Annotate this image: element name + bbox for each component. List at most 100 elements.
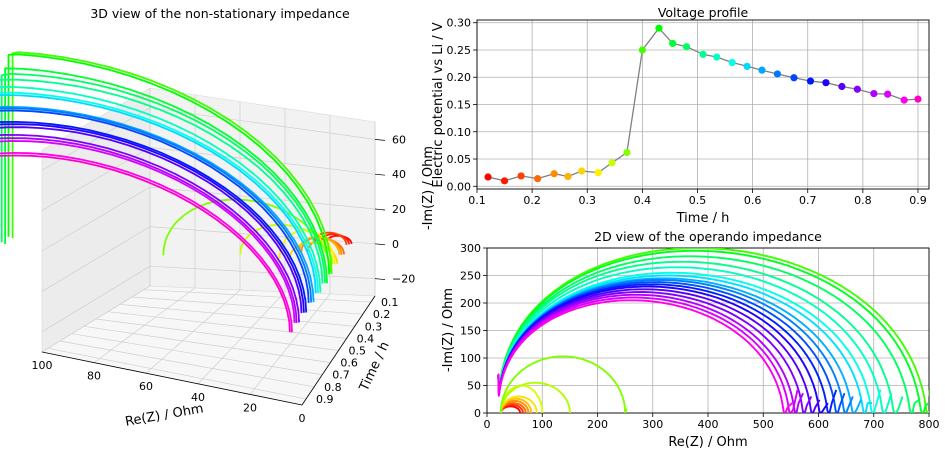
- voltage-point: [713, 53, 721, 61]
- impedance-tick-label-x: 300: [642, 418, 663, 431]
- voltage-point: [884, 90, 892, 98]
- voltage-point: [517, 172, 525, 180]
- voltage-point: [870, 89, 878, 98]
- axes-3d: [41, 295, 376, 406]
- axis-3d-z-tick: [374, 139, 386, 141]
- curve-3d: [11, 51, 333, 274]
- impedance-grid: [486, 247, 930, 414]
- axis-3d-x-label: Re(Z) / Ohm: [124, 401, 205, 430]
- panel-voltage-profile: Voltage profile 0.1 0.2 0.3 0.4 0.5 0.6 0.7 0.8…: [431, 5, 930, 226]
- impedance-tick-label-y: 50: [467, 380, 481, 393]
- curve-3d: [0, 137, 298, 323]
- voltage-y-label: Electric potential vs Li / V: [431, 22, 446, 187]
- axis-3d-x-tick-label: 100: [32, 359, 53, 372]
- voltage-tick-label-x: 0.5: [689, 194, 707, 207]
- impedance-tick-label-x: 500: [753, 418, 774, 431]
- impedance-tick-label-x: 700: [863, 418, 884, 431]
- voltage-point: [838, 82, 846, 91]
- grid-3d-line: [41, 186, 151, 252]
- impedance-tick-label-y: 0: [474, 407, 481, 420]
- voltage-tick-label-x: 0.9: [909, 194, 927, 207]
- impedance-tick-label-x: 600: [808, 418, 829, 431]
- curve-3d: [0, 91, 319, 293]
- curve-3d: [0, 94, 317, 294]
- curve-3d: [0, 134, 300, 323]
- grid-3d-line: [41, 226, 151, 292]
- voltage-point: [728, 58, 736, 67]
- voltage-tick-label-x: 0.4: [634, 194, 652, 207]
- voltage-point: [484, 173, 492, 181]
- voltage-series: [484, 24, 922, 185]
- voltage-point: [773, 70, 782, 78]
- voltage-tick-label-x: 0.6: [744, 194, 762, 207]
- voltage-tick-label-y: 0.15: [447, 99, 472, 112]
- voltage-tick-label-y: 0.10: [447, 126, 472, 139]
- impedance-tick-label-x: 100: [532, 418, 553, 431]
- impedance-arc: [499, 381, 571, 413]
- impedance-tick-label-y: 300: [460, 242, 481, 255]
- panel-3d-title: 3D view of the non-stationary impedance: [90, 6, 350, 21]
- voltage-tick-label-y: 0.00: [447, 180, 472, 193]
- impedance-ticks: 0 100 200 300 400 500 600 700 800 0 50 100 150 200 250…: [460, 242, 940, 431]
- curves-3d: [0, 51, 353, 333]
- curve-3d: [0, 86, 322, 293]
- voltage-ticks: 0.1 0.2 0.3 0.4 0.5 0.6 0.7 0.8 0.9 0.00 0.05 0.10 0…: [447, 17, 927, 207]
- axis-3d-x-tick-label: 0: [299, 412, 306, 425]
- impedance-arc: [497, 255, 920, 413]
- grid-3d-line: [107, 311, 347, 339]
- impedance-x-label: Re(Z) / Ohm: [668, 435, 747, 450]
- voltage-point: [594, 169, 602, 177]
- grid-3d-line: [47, 347, 307, 400]
- voltage-point: [578, 167, 586, 175]
- voltage-point: [900, 96, 908, 104]
- impedance-tick-label-y: 100: [460, 352, 481, 365]
- voltage-point: [914, 95, 922, 103]
- voltage-point: [669, 39, 677, 48]
- curve-3d: [0, 78, 324, 284]
- axis-3d-z-tick: [374, 208, 386, 211]
- impedance-tick-label-y: 150: [460, 325, 481, 338]
- voltage-point: [853, 85, 861, 93]
- impedance-arc: [497, 260, 904, 413]
- impedance-arc: [499, 395, 538, 413]
- grid-3d-line: [143, 289, 371, 303]
- voltage-point: [699, 50, 707, 58]
- impedance-tick-label-x: 0: [484, 418, 491, 431]
- axis-3d-z-tick-label: 0: [392, 238, 399, 251]
- voltage-tick-label-x: 0.8: [854, 194, 872, 207]
- axis-3d-y-tick-label: 0.4: [357, 332, 375, 345]
- impedance-arc: [497, 249, 929, 413]
- voltage-tick-label-x: 0.7: [799, 194, 817, 207]
- axis-3d-y-tick-label: 0.8: [324, 381, 342, 394]
- voltage-point: [550, 170, 558, 178]
- axis-3d-y-tick-label: 0.3: [365, 320, 383, 333]
- grid-3d-line: [149, 265, 376, 279]
- axis-3d-line: [41, 351, 303, 406]
- voltage-grid: [476, 20, 929, 189]
- voltage-point: [806, 77, 815, 85]
- impedance-arc: [499, 355, 628, 413]
- curve-3d: [0, 126, 303, 314]
- voltage-point: [682, 43, 691, 51]
- impedance-tick-label-y: 200: [460, 297, 481, 310]
- curve-3d: [0, 154, 291, 333]
- impedance-arc: [497, 299, 793, 413]
- impedance-y-label: -Im(Z) / Ohm: [441, 288, 456, 372]
- curve-3d: [0, 121, 308, 313]
- axis-3d-y-tick-label: 0.7: [332, 369, 350, 382]
- curve-3d: [0, 105, 315, 303]
- voltage-point: [534, 175, 542, 183]
- axis-3d-y-tick-label: 0.9: [316, 393, 334, 406]
- axis-3d-y-tick-label: 0.1: [381, 296, 399, 309]
- voltage-tick-label-y: 0.25: [447, 44, 472, 57]
- axis-3d-x-tick-label: 80: [87, 370, 101, 383]
- grid-3d-line: [119, 303, 355, 327]
- panel-2d-title: 2D view of the operando impedance: [594, 229, 822, 244]
- voltage-tick-label-y: 0.30: [447, 17, 472, 30]
- impedance-tick-label-x: 200: [587, 418, 608, 431]
- curve-3d: [0, 109, 310, 303]
- voltage-point: [623, 148, 631, 157]
- grid-3d-line: [149, 226, 376, 245]
- voltage-tick-label-y: 0.05: [447, 153, 472, 166]
